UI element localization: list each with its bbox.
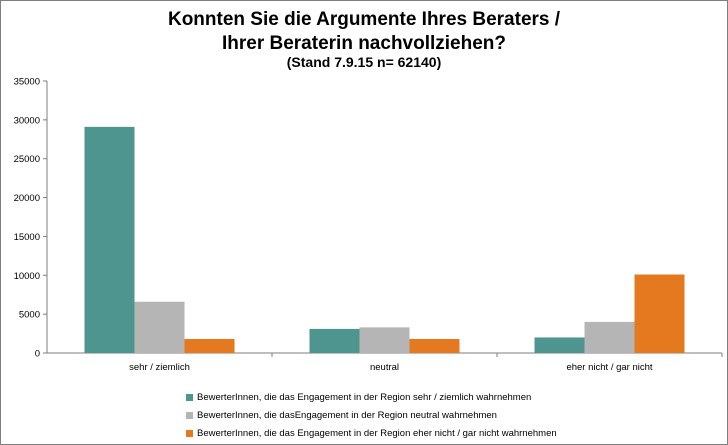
chart-title-line2: Ihrer Beraterin nachvollziehen? <box>221 33 507 54</box>
y-tick-label: 15000 <box>14 232 40 243</box>
bar-2-3 <box>584 321 635 353</box>
y-tick-label: 25000 <box>14 154 40 165</box>
bar-3-1 <box>184 339 235 353</box>
bar-1-2 <box>309 328 360 353</box>
x-tick-label: sehr / ziemlich <box>129 362 190 373</box>
legend-item-3: BewerterInnen, die das Engagement in der… <box>186 424 557 442</box>
chart-title-line1: Konnten Sie die Argumente Ihres Beraters… <box>167 9 561 30</box>
legend-item-1: BewerterInnen, die das Engagement in der… <box>186 388 557 406</box>
bar-3-2 <box>409 339 460 353</box>
y-tick-label: 30000 <box>14 115 40 126</box>
bar-2-1 <box>134 301 185 353</box>
bar-2-2 <box>359 327 410 353</box>
chart-subtitle: (Stand 7.9.15 n= 62140) <box>286 54 442 70</box>
bar-3-3 <box>634 274 685 353</box>
legend: BewerterInnen, die das Engagement in der… <box>186 388 557 442</box>
bar-1-1 <box>84 126 135 353</box>
legend-label-3: BewerterInnen, die das Engagement in der… <box>197 427 557 439</box>
bar-1-3 <box>534 337 585 353</box>
legend-item-2: BewerterInnen, die dasEngagement in der … <box>186 406 557 424</box>
legend-swatch-1 <box>186 393 193 401</box>
legend-swatch-2 <box>186 411 193 419</box>
x-tick-label: eher nicht / gar nicht <box>566 362 652 373</box>
legend-swatch-3 <box>186 429 193 437</box>
y-tick-label: 35000 <box>14 77 40 88</box>
y-tick-label: 20000 <box>14 193 40 204</box>
y-tick-label: 0 <box>35 349 40 360</box>
x-tick-label: neutral <box>370 362 399 373</box>
legend-label-1: BewerterInnen, die das Engagement in der… <box>197 391 532 403</box>
legend-label-2: BewerterInnen, die dasEngagement in der … <box>197 409 497 421</box>
y-tick-label: 10000 <box>14 271 40 282</box>
y-tick-label: 5000 <box>19 310 40 321</box>
